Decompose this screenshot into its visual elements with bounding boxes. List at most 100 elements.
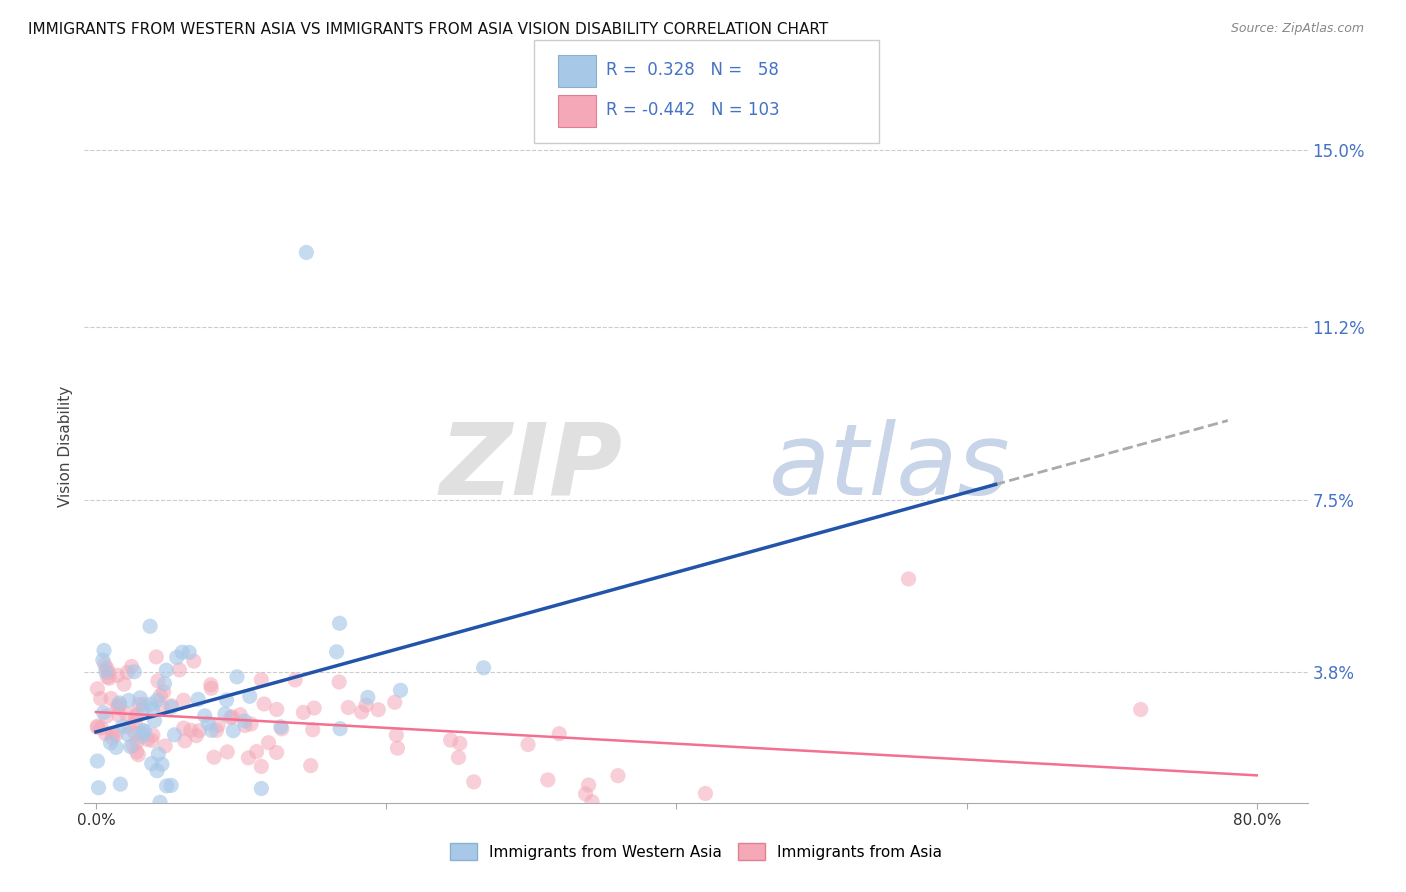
Point: [169, 663, 191, 677]
Point: [93, 643, 115, 657]
Point: [367, 703, 389, 717]
Point: [180, 723, 202, 738]
Point: [389, 683, 412, 698]
Point: [141, 733, 163, 747]
Point: [148, 747, 170, 761]
Point: [87, 780, 110, 795]
Point: [173, 721, 195, 735]
Point: [101, 726, 124, 740]
Point: [200, 678, 222, 692]
Point: [250, 781, 273, 796]
Point: [240, 717, 263, 731]
Point: [384, 695, 406, 709]
Point: [897, 572, 920, 586]
Point: [94, 665, 117, 679]
Point: [153, 739, 176, 753]
Point: [141, 756, 163, 771]
Point: [120, 739, 142, 754]
Point: [245, 745, 267, 759]
Point: [354, 698, 377, 712]
Point: [350, 705, 373, 719]
Point: [146, 693, 169, 707]
Point: [146, 764, 169, 778]
Point: [132, 702, 155, 716]
Point: [98, 671, 121, 685]
Point: [179, 645, 201, 659]
Text: ZIP: ZIP: [440, 419, 623, 516]
Point: [449, 736, 471, 750]
Point: [96, 661, 118, 675]
Point: [472, 661, 495, 675]
Text: IMMIGRANTS FROM WESTERN ASIA VS IMMIGRANTS FROM ASIA VISION DISABILITY CORRELATI: IMMIGRANTS FROM WESTERN ASIA VS IMMIGRAN…: [28, 22, 828, 37]
Point: [96, 670, 118, 684]
Point: [155, 663, 177, 677]
Point: [127, 747, 149, 762]
Point: [121, 659, 143, 673]
Point: [160, 700, 183, 714]
Point: [149, 795, 172, 809]
Point: [108, 696, 131, 710]
Point: [90, 691, 112, 706]
Point: [173, 734, 195, 748]
Point: [357, 690, 380, 705]
Point: [197, 716, 219, 731]
Point: [153, 676, 176, 690]
Point: [187, 692, 209, 706]
Point: [117, 727, 139, 741]
Point: [329, 616, 352, 631]
Point: [143, 714, 166, 728]
Point: [253, 697, 276, 711]
Point: [160, 778, 183, 792]
Point: [447, 750, 470, 764]
Point: [105, 740, 128, 755]
Point: [125, 745, 148, 759]
Point: [537, 772, 560, 787]
Point: [186, 729, 208, 743]
Point: [122, 739, 145, 753]
Point: [93, 657, 115, 672]
Text: Source: ZipAtlas.com: Source: ZipAtlas.com: [1230, 22, 1364, 36]
Point: [219, 710, 242, 724]
Point: [266, 702, 288, 716]
Point: [150, 699, 173, 714]
Point: [200, 723, 222, 738]
Point: [93, 706, 115, 720]
Point: [97, 665, 120, 680]
Point: [166, 650, 188, 665]
Point: [152, 685, 174, 699]
Point: [107, 668, 129, 682]
Point: [226, 670, 249, 684]
Point: [574, 787, 596, 801]
Point: [136, 732, 159, 747]
Point: [214, 706, 236, 721]
Point: [250, 673, 273, 687]
Point: [128, 698, 150, 712]
Point: [299, 758, 322, 772]
Point: [172, 645, 194, 659]
Point: [150, 757, 173, 772]
Point: [122, 665, 145, 679]
Point: [145, 649, 167, 664]
Point: [127, 734, 149, 748]
Point: [86, 719, 108, 733]
Point: [233, 714, 256, 728]
Point: [517, 738, 540, 752]
Point: [325, 645, 347, 659]
Point: [107, 708, 129, 723]
Point: [141, 702, 163, 716]
Point: [385, 728, 408, 742]
Point: [107, 700, 129, 714]
Point: [117, 665, 139, 680]
Point: [328, 675, 350, 690]
Point: [86, 681, 108, 696]
Point: [118, 693, 141, 707]
Point: [270, 720, 292, 734]
Point: [110, 777, 132, 791]
Point: [301, 723, 323, 737]
Point: [132, 723, 155, 738]
Point: [183, 654, 205, 668]
Point: [117, 720, 139, 734]
Point: [94, 727, 117, 741]
Point: [302, 701, 325, 715]
Point: [222, 723, 245, 738]
